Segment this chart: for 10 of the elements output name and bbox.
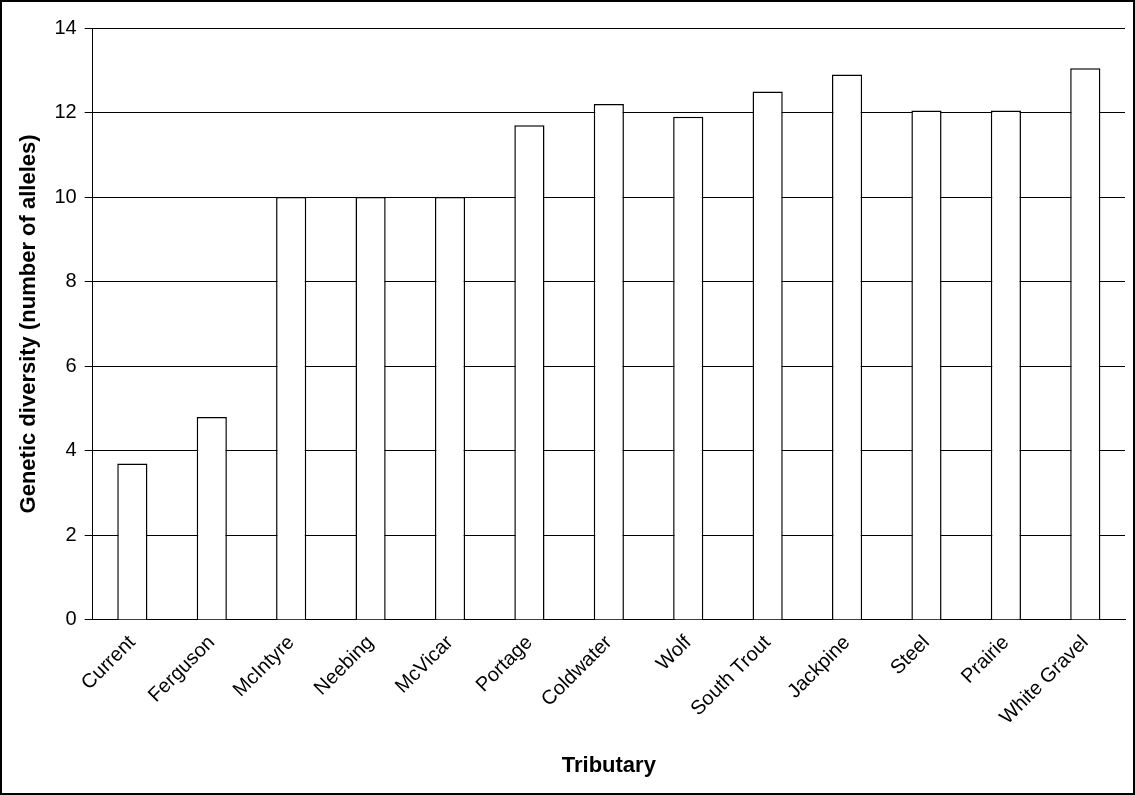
y-tick-label: 8 [65,269,77,292]
x-axis-title: Tributary [561,751,657,777]
y-tick-label: 0 [65,607,77,630]
y-tick-label: 10 [54,184,77,207]
y-axis-title: Genetic diversity (number of alleles) [15,134,41,514]
y-tick-label: 14 [54,15,77,38]
y-tick-label: 12 [54,100,77,123]
y-tick-label: 2 [65,522,77,545]
y-tick-label: 4 [65,438,77,461]
y-tick-label: 6 [65,353,77,376]
